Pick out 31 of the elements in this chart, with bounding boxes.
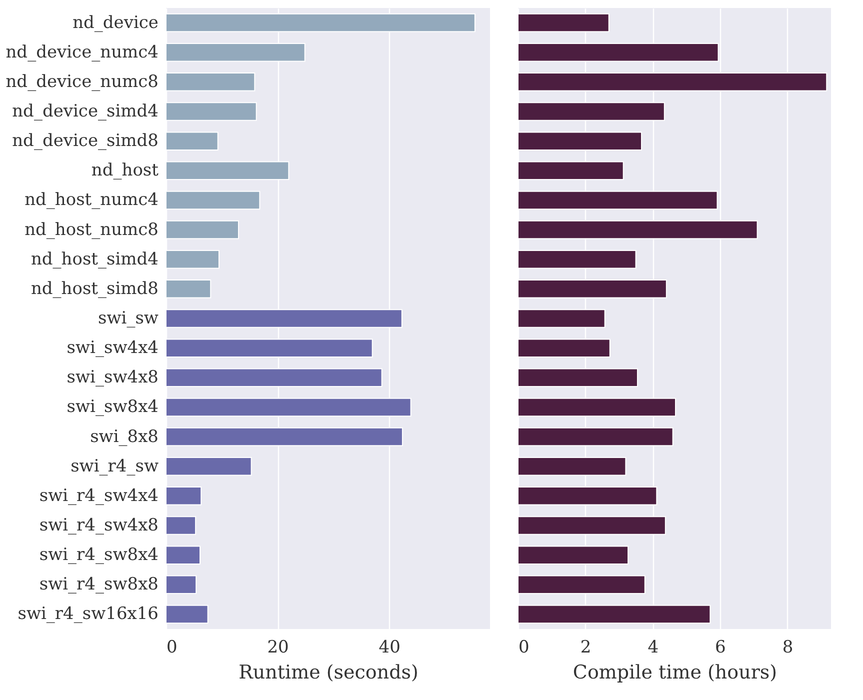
y-tick-label: swi_r4_sw4x8 bbox=[39, 516, 158, 536]
x-tick-label: 8 bbox=[782, 638, 794, 658]
y-tick-label: swi_r4_sw4x4 bbox=[39, 486, 158, 506]
x-tick-label: 20 bbox=[267, 638, 289, 658]
y-tick-label: nd_device bbox=[72, 12, 158, 33]
x-tick-label: 2 bbox=[580, 638, 592, 658]
y-tick-label: nd_host_simd4 bbox=[30, 249, 158, 270]
x-tick-label: 40 bbox=[378, 638, 400, 658]
y-tick-label: nd_host_numc8 bbox=[24, 220, 158, 240]
y-tick-label: nd_device_simd4 bbox=[12, 102, 158, 122]
x-tick-label: 0 bbox=[518, 638, 530, 658]
x-tick-label: 6 bbox=[715, 638, 726, 658]
y-tick-label: swi_r4_sw8x8 bbox=[39, 574, 158, 595]
x-axis-title: Runtime (seconds) bbox=[238, 662, 418, 684]
x-tick-label: 0 bbox=[166, 638, 178, 658]
y-tick-label: nd_host bbox=[91, 160, 159, 181]
y-tick-label: nd_host_numc4 bbox=[24, 190, 158, 210]
y-tick-label: nd_device_numc8 bbox=[6, 72, 158, 92]
y-tick-label: swi_r4_sw bbox=[70, 456, 159, 476]
y-tick-label: swi_sw4x8 bbox=[66, 368, 158, 388]
y-tick-label: swi_sw bbox=[98, 308, 159, 328]
y-tick-label: nd_device_numc4 bbox=[6, 42, 158, 62]
y-tick-label: swi_8x8 bbox=[90, 426, 158, 447]
x-axis-title: Compile time (hours) bbox=[572, 662, 778, 684]
y-tick-label: swi_r4_sw8x4 bbox=[39, 545, 158, 566]
y-tick-label: swi_r4_sw16x16 bbox=[18, 604, 158, 624]
y-tick-label: swi_sw4x4 bbox=[66, 338, 158, 358]
y-tick-label: nd_device_simd8 bbox=[12, 131, 158, 152]
y-tick-label: swi_sw8x4 bbox=[66, 397, 158, 418]
x-tick-label: 4 bbox=[648, 638, 659, 658]
y-tick-label: nd_host_simd8 bbox=[30, 278, 158, 299]
